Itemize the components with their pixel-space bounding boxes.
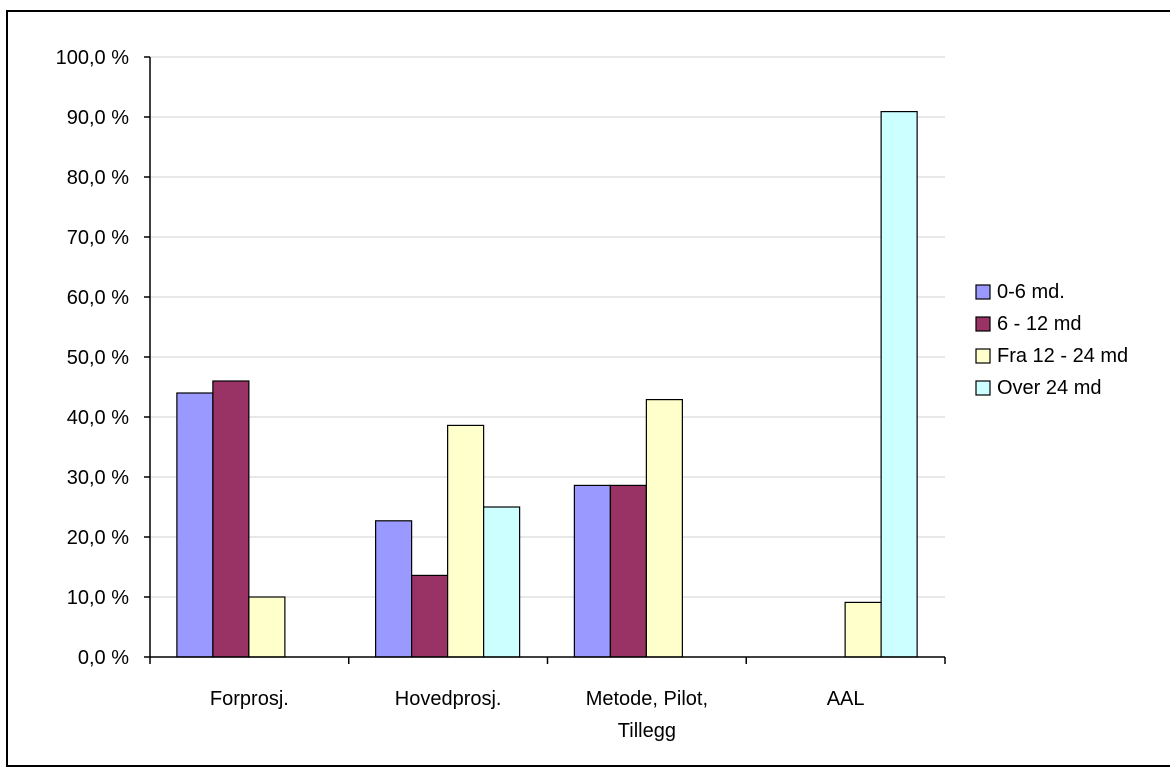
bar-2-2 [645,399,683,658]
x-tick-label: Forprosj. [210,688,289,710]
legend-swatch [975,380,991,396]
y-tick-label: 10,0 % [67,587,129,609]
y-tick-label: 70,0 % [67,227,129,249]
bar-1-3 [483,506,521,658]
bar-1-0 [375,520,413,658]
y-tick-label: 60,0 % [67,287,129,309]
y-tick-label: 40,0 % [67,407,129,429]
y-tick-label: 0,0 % [78,647,129,669]
y-tick-label: 90,0 % [67,107,129,129]
bar-0-1 [212,380,250,658]
bars [176,110,918,658]
bar-1-1 [411,574,449,658]
x-tick-label: Metode, Pilot, [586,688,708,710]
legend-label: Fra 12 - 24 md [997,345,1128,367]
bar-2-0 [573,484,611,658]
bar-0-2 [248,596,286,658]
x-tick-labels: Forprosj. Hovedprosj. Metode, Pilot, Tilleg… [210,688,865,742]
bar-3-2 [844,601,882,658]
bar-0-0 [176,392,214,658]
x-tick-label: AAL [827,688,865,710]
y-tick-label: 80,0 % [67,167,129,189]
legend-swatch [975,284,991,300]
y-tick-label: 20,0 % [67,527,129,549]
legend-label: 0-6 md. [997,281,1065,303]
x-tick-label: Hovedprosj. [395,688,502,710]
x-tick-label: Tillegg [618,720,676,742]
axes [144,56,946,664]
bar-1-2 [447,424,485,658]
y-tick-label: 100,0 % [56,47,130,69]
legend-swatch [975,316,991,332]
legend-swatch [975,348,991,364]
legend-label: 6 - 12 md [997,313,1081,335]
bar-2-1 [609,484,647,658]
y-tick-labels: 0,0 % 10,0 % 20,0 % 30,0 % 40,0 % 50,0 % 60,0 … [56,47,130,669]
gridlines [150,56,945,598]
legend-label: Over 24 md [997,377,1101,399]
legend: 0-6 md. 6 - 12 md Fra 12 - 24 md Over 24 md [975,281,1128,399]
y-tick-label: 30,0 % [67,467,129,489]
y-tick-label: 50,0 % [67,347,129,369]
bar-3-3 [880,110,918,658]
